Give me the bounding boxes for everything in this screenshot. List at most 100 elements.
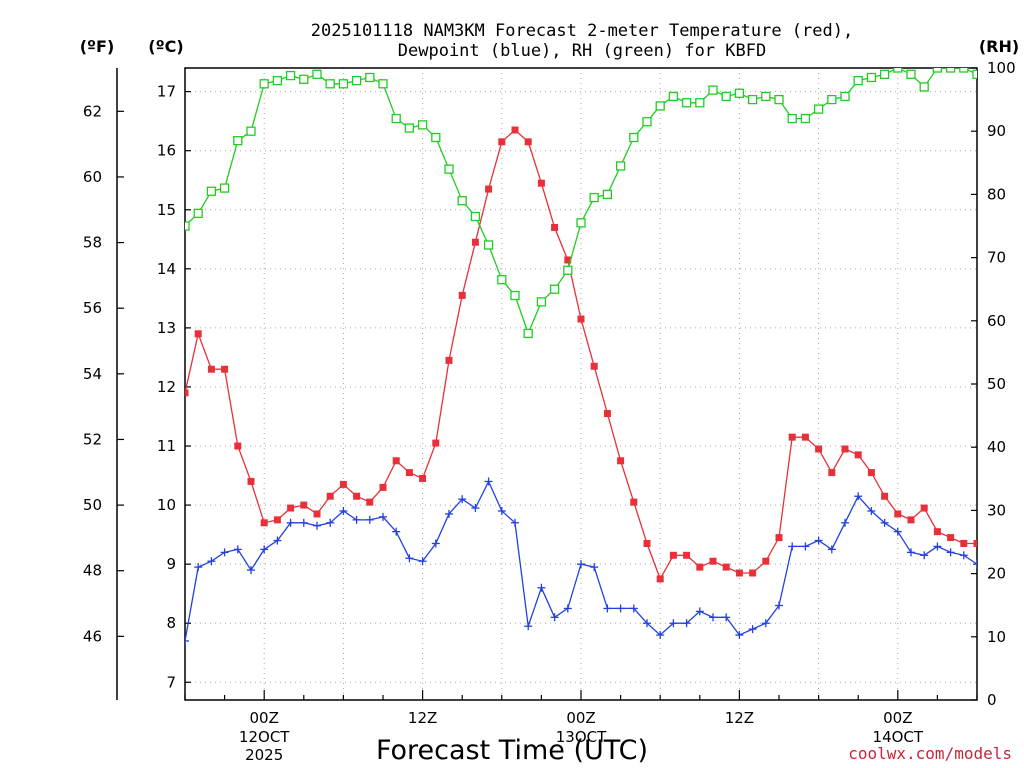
rh-point	[417, 120, 428, 130]
dewpoint-point	[801, 542, 810, 551]
rh-point	[206, 186, 217, 196]
rh-point	[681, 98, 692, 108]
dewpoint-point	[392, 527, 401, 536]
fahrenheit-tick-label: 46	[83, 627, 102, 645]
celsius-tick-label: 8	[166, 614, 176, 632]
temperature-point	[933, 528, 941, 536]
rh-point	[708, 85, 718, 95]
dewpoint-point	[946, 548, 955, 557]
fahrenheit-tick-label: 62	[83, 102, 102, 120]
rh-point	[853, 75, 863, 86]
temperature-point	[353, 492, 361, 500]
temperature-point	[815, 445, 823, 453]
temperature-point	[524, 138, 532, 146]
x-tick-date-label: 14OCT	[873, 728, 924, 746]
temperature-point	[603, 410, 611, 418]
rh-tick-label: 80	[987, 185, 1006, 203]
dewpoint-point	[445, 509, 453, 518]
temperature-point	[973, 539, 977, 547]
dewpoint-point	[748, 625, 757, 634]
fahrenheit-tick-label: 54	[83, 365, 102, 383]
temperature-point	[947, 534, 955, 542]
x-axis-title: Forecast Time (UTC)	[376, 735, 648, 766]
temperature-point	[419, 475, 427, 483]
rh-point	[272, 75, 283, 86]
rh-point	[299, 74, 309, 85]
rh-tick-label: 20	[987, 565, 1006, 583]
fahrenheit-tick-label: 50	[83, 496, 102, 514]
dewpoint-point	[524, 622, 533, 631]
rh-point	[365, 72, 375, 83]
temperature-point	[260, 519, 268, 527]
rh-point	[840, 91, 850, 102]
temperature-point	[234, 442, 242, 450]
temperature-point	[735, 569, 743, 577]
fahrenheit-tick-label: 48	[83, 562, 102, 580]
rh-point	[629, 132, 639, 143]
celsius-tick-label: 12	[157, 378, 176, 396]
temperature-point	[867, 469, 875, 477]
dewpoint-point	[326, 518, 335, 527]
dewpoint-point	[827, 545, 836, 554]
dewpoint-point	[339, 506, 348, 515]
celsius-tick-label: 9	[166, 555, 176, 573]
rh-unit-label: (RH)	[979, 37, 1019, 56]
rh-point	[536, 297, 547, 307]
rh-point	[549, 284, 560, 294]
dewpoint-point	[841, 518, 849, 527]
dewpoint-point	[299, 518, 308, 527]
fahrenheit-tick-label: 60	[83, 168, 102, 186]
x-tick-label: 00Z	[566, 709, 595, 727]
temperature-point	[762, 557, 770, 565]
temperature-point	[788, 433, 796, 441]
dewpoint-point	[220, 548, 229, 557]
temperature-point	[313, 510, 321, 518]
temperature-point	[379, 483, 387, 491]
rh-point	[695, 98, 705, 108]
dewpoint-point	[247, 566, 255, 575]
dewpoint-point	[722, 613, 731, 622]
rh-point	[351, 75, 362, 86]
temperature-point	[617, 457, 625, 465]
rh-tick-label: 30	[987, 501, 1006, 519]
rh-point	[879, 69, 890, 79]
temperature-point	[722, 563, 730, 571]
rh-point	[589, 192, 599, 203]
fahrenheit-tick-label: 56	[83, 299, 102, 317]
temperature-point	[207, 365, 215, 373]
rh-point	[246, 126, 256, 136]
rh-tick-label: 0	[987, 691, 997, 709]
rh-point	[285, 70, 296, 81]
rh-point	[576, 218, 586, 228]
rh-point	[972, 69, 977, 79]
temperature-point	[287, 504, 295, 512]
rh-point	[893, 68, 903, 73]
temperature-point	[221, 365, 229, 373]
temperature-point	[841, 445, 849, 453]
x-tick-label: 00Z	[250, 709, 279, 727]
temperature-point	[185, 389, 189, 397]
dewpoint-point	[379, 512, 387, 521]
rh-tick-label: 90	[987, 122, 1006, 140]
celsius-unit-label: (ºC)	[148, 37, 183, 56]
rh-point	[338, 79, 349, 89]
temperature-point	[828, 469, 836, 477]
dewpoint-point	[682, 619, 691, 628]
data-series	[185, 68, 977, 645]
dewpoint-point	[616, 604, 625, 613]
rh-point	[193, 208, 203, 219]
temperature-point	[273, 516, 281, 524]
temperature-point	[630, 498, 638, 506]
temperature-point	[749, 569, 757, 577]
grid-lines	[185, 68, 977, 700]
temperature-point	[458, 291, 466, 299]
dewpoint-point	[550, 613, 559, 622]
dewpoint-point	[497, 506, 506, 515]
dewpoint-point	[286, 518, 295, 527]
temperature-point	[498, 138, 506, 146]
dewpoint-point	[709, 613, 717, 622]
x-tick-label: 00Z	[883, 709, 912, 727]
rh-point	[404, 123, 415, 133]
dewpoint-point	[814, 536, 823, 545]
dewpoint-point	[629, 604, 638, 613]
